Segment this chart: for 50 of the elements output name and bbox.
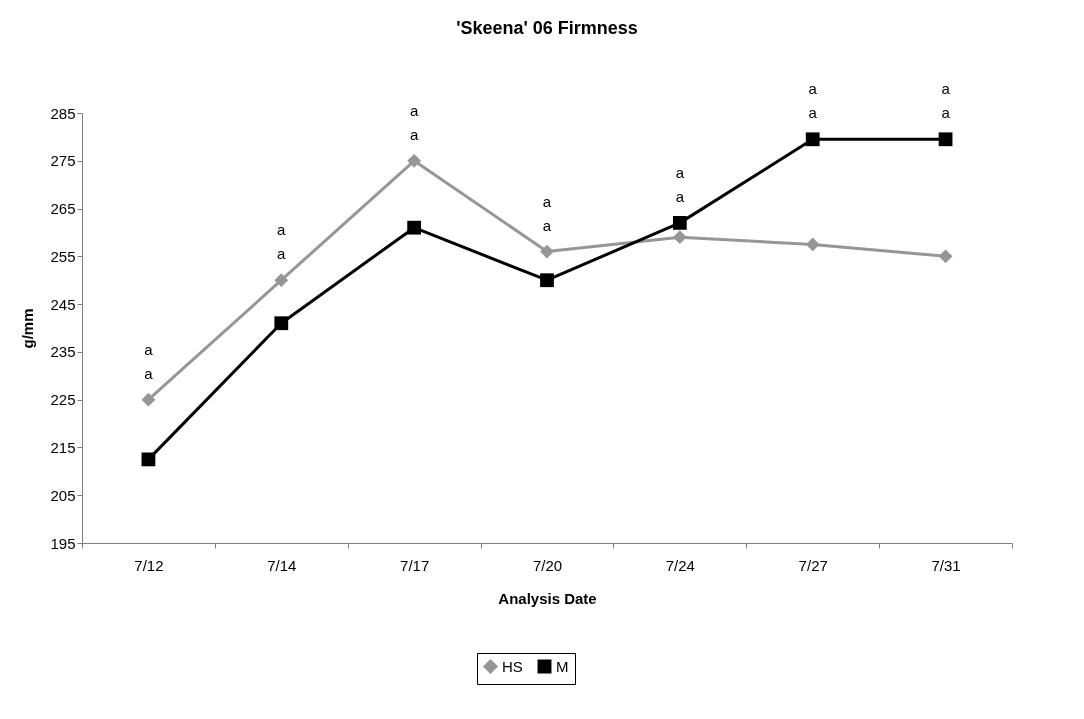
annotation: a [409,101,419,119]
point [672,216,687,230]
y-tick-label: 265 [50,200,76,218]
y-axis-title: g/mm [19,308,37,349]
annotation: a [277,245,287,263]
y-tick-label: 275 [50,152,76,170]
point [672,230,687,245]
legend-label: HS [502,657,523,675]
point [540,273,554,288]
y-tick-label: 245 [50,295,76,313]
y-tick-label: 225 [50,391,76,409]
x-tick-label: 7/31 [931,556,961,574]
chart-title: 'Skeena' 06 Firmness [456,18,638,39]
annotation: a [542,192,552,210]
point [407,220,422,235]
annotation: a [542,216,552,234]
x-tick-label: 7/12 [134,556,164,574]
annotation: a [277,221,287,239]
annotation: a [675,163,685,181]
y-tick-label: 215 [50,438,76,456]
x-tick-label: 7/24 [665,556,695,574]
y-tick-label: 255 [50,247,76,265]
x-axis-title: Analysis Date [498,589,597,607]
point [141,392,156,407]
point [407,153,422,168]
text: a [941,80,951,98]
annotation: a [409,125,419,143]
legend-label: M [556,657,569,675]
y-tick-label: 205 [50,486,76,504]
point [805,132,820,147]
annotation: a [941,104,951,122]
text: a [808,80,818,98]
x-tick-label: 7/17 [400,556,430,574]
x-tick-label: 7/20 [532,556,563,574]
annotation: a [675,187,685,205]
point [805,237,820,252]
point [141,452,156,467]
annotation: a [144,340,154,358]
point [274,273,289,288]
y-tick-label: 235 [50,343,76,361]
x-tick-label: 7/27 [798,556,828,574]
point [938,132,953,147]
point [274,316,289,331]
point [540,244,554,259]
x-tick-label: 7/14 [267,556,297,574]
annotation: a [144,364,154,382]
annotation: a [808,104,818,122]
y-tick-label: 285 [50,104,76,122]
y-tick-label: 195 [50,534,76,552]
point [938,249,953,264]
